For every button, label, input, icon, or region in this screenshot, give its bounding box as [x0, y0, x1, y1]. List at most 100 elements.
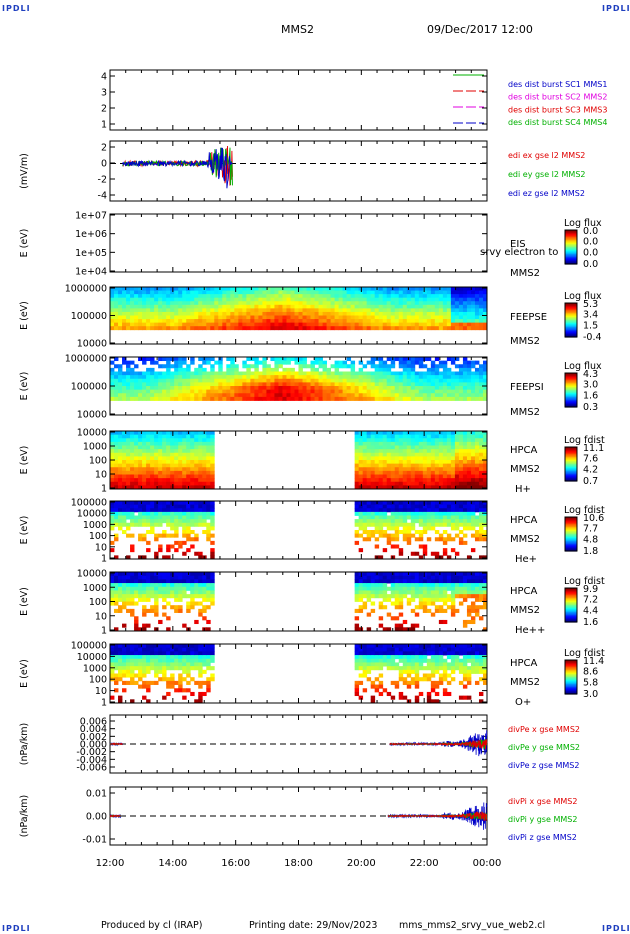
- heatmap-cell: [206, 441, 211, 446]
- heatmap-cell: [394, 575, 400, 580]
- heatmap-cell: [146, 508, 151, 513]
- heatmap-cell: [110, 695, 115, 700]
- heatmap-cell: [174, 357, 179, 362]
- heatmap-cell: [230, 311, 235, 316]
- heatmap-cell: [474, 326, 480, 331]
- heatmap-cell: [126, 526, 131, 531]
- heatmap-cell: [382, 515, 388, 520]
- heatmap-cell: [118, 326, 123, 331]
- heatmap-cell: [434, 597, 440, 602]
- heatmap-cell: [158, 470, 163, 475]
- heatmap-cell: [406, 460, 412, 465]
- heatmap-cell: [410, 526, 416, 531]
- heatmap-cell: [438, 594, 444, 599]
- heatmap-cell: [226, 393, 231, 398]
- heatmap-cell: [482, 504, 488, 509]
- heatmap-cell: [154, 301, 159, 306]
- heatmap-cell: [178, 360, 183, 365]
- heatmap-cell: [462, 297, 468, 302]
- heatmap-cell: [270, 322, 275, 327]
- heatmap-cell: [186, 463, 191, 468]
- heatmap-cell: [210, 467, 215, 472]
- heatmap-cell: [458, 319, 464, 324]
- heatmap-cell: [198, 555, 203, 560]
- heatmap-cell: [142, 297, 147, 302]
- heatmap-cell: [354, 445, 360, 450]
- heatmap-cell: [426, 326, 432, 331]
- heatmap-cell: [402, 360, 408, 365]
- heatmap-cell: [110, 467, 115, 472]
- heatmap-cell: [202, 519, 207, 524]
- heatmap-cell: [166, 575, 171, 580]
- heatmap-cell: [358, 575, 364, 580]
- heatmap-cell: [414, 501, 420, 506]
- heatmap-cell: [366, 460, 372, 465]
- heatmap-cell: [438, 389, 444, 394]
- heatmap-cell: [222, 382, 227, 387]
- heatmap-cell: [438, 322, 444, 327]
- heatmap-cell: [190, 297, 195, 302]
- heatmap-cell: [202, 608, 207, 613]
- colorbar-tick-label: 0.7: [583, 476, 598, 487]
- heatmap-cell: [414, 504, 420, 509]
- heatmap-cell: [454, 508, 460, 513]
- heatmap-cell: [382, 590, 388, 595]
- heatmap-cell: [338, 378, 344, 383]
- heatmap-cell: [126, 322, 131, 327]
- heatmap-cell: [442, 522, 448, 527]
- heatmap-cell: [218, 287, 223, 291]
- heatmap-cell: [470, 445, 476, 450]
- heatmap-cell: [402, 526, 408, 531]
- heatmap-cell: [202, 478, 207, 483]
- heatmap-cell: [462, 501, 468, 506]
- heatmap-cell: [442, 597, 448, 602]
- heatmap-cell: [398, 590, 404, 595]
- heatmap-cell: [190, 360, 195, 365]
- heatmap-cell: [478, 533, 484, 538]
- heatmap-cell: [378, 467, 384, 472]
- heatmap-cell: [278, 393, 283, 398]
- heatmap-cell: [422, 511, 428, 516]
- heatmap-cell: [382, 301, 388, 306]
- heatmap-cell: [446, 290, 452, 295]
- heatmap-cell: [198, 441, 203, 446]
- heatmap-cell: [342, 294, 348, 299]
- heatmap-cell: [278, 304, 283, 309]
- heatmap-cell: [218, 364, 223, 369]
- colorbar-segment: [565, 451, 577, 454]
- heatmap-cell: [422, 594, 428, 599]
- heatmap-cell: [458, 441, 464, 446]
- heatmap-cell: [158, 501, 163, 506]
- heatmap-cell: [334, 287, 340, 291]
- heatmap-cell: [114, 438, 119, 443]
- heatmap-cell: [186, 537, 191, 542]
- heatmap-cell: [194, 297, 199, 302]
- heatmap-cell: [110, 315, 115, 320]
- heatmap-cell: [122, 294, 127, 299]
- heatmap-cell: [446, 467, 452, 472]
- heatmap-cell: [146, 597, 151, 602]
- heatmap-cell: [458, 393, 464, 398]
- heatmap-cell: [454, 515, 460, 520]
- heatmap-cell: [134, 290, 139, 295]
- heatmap-cell: [158, 456, 163, 461]
- heatmap-cell: [370, 533, 376, 538]
- colorbar-segment: [565, 332, 577, 335]
- heatmap-cell: [458, 508, 464, 513]
- heatmap-cell: [358, 594, 364, 599]
- heatmap-cell: [454, 431, 460, 436]
- heatmap-cell: [442, 519, 448, 524]
- heatmap-cell: [198, 445, 203, 450]
- heatmap-cell: [186, 522, 191, 527]
- heatmap-cell: [434, 572, 440, 577]
- heatmap-cell: [262, 304, 267, 309]
- heatmap-cell: [206, 590, 211, 595]
- heatmap-cell: [358, 393, 364, 398]
- heatmap-cell: [454, 434, 460, 439]
- heatmap-cell: [354, 378, 360, 383]
- heatmap-cell: [478, 389, 484, 394]
- heatmap-cell: [150, 456, 155, 461]
- heatmap-cell: [202, 367, 207, 372]
- heatmap-cell: [166, 627, 171, 632]
- heatmap-cell: [482, 508, 488, 513]
